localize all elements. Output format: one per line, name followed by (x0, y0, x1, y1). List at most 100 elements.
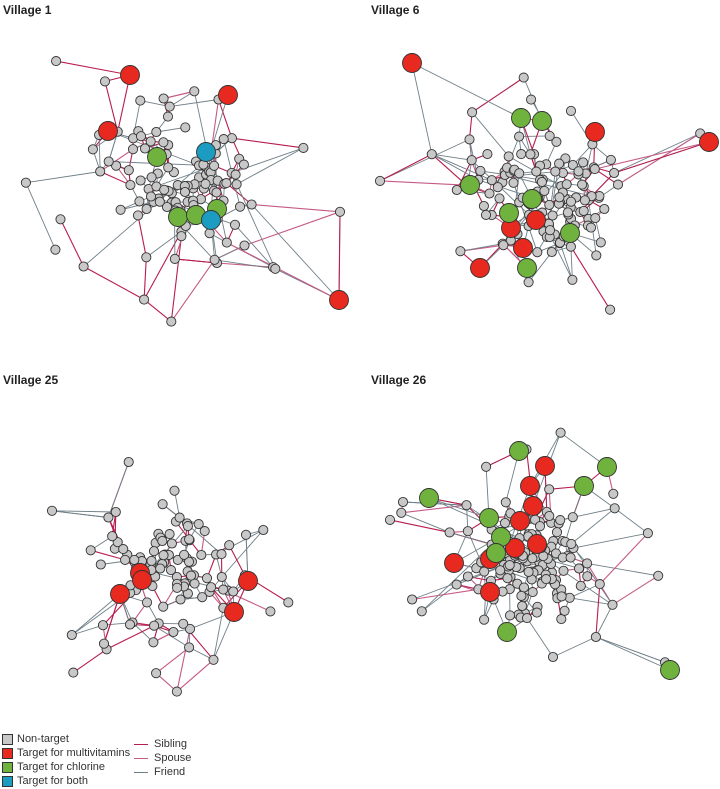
non-target-node (139, 143, 151, 154)
non-target-node (551, 136, 562, 147)
non-target-node (148, 637, 159, 648)
non-target-node (480, 209, 492, 220)
friend-edge (108, 131, 119, 162)
non-target-node (582, 571, 593, 582)
non-target-node (590, 213, 601, 224)
non-target-node (97, 620, 109, 631)
multivitamins-target-node (238, 571, 258, 591)
non-target-node (157, 535, 168, 547)
non-target-node (158, 93, 169, 104)
legend-line-spouse (134, 757, 148, 759)
non-target-node (525, 149, 536, 160)
non-target-node (110, 506, 121, 518)
legend-item-friend: Friend (134, 766, 185, 778)
multivitamins-target-node (132, 570, 152, 590)
non-target-node (531, 166, 542, 177)
non-target-node (523, 277, 534, 288)
sibling-edge (55, 60, 131, 76)
sibling-edge (143, 299, 172, 323)
non-target-node (396, 507, 407, 518)
non-target-node (518, 582, 530, 593)
friend-edge (569, 597, 613, 606)
non-target-node (229, 219, 241, 230)
non-target-node (197, 592, 208, 603)
non-target-node (85, 545, 96, 556)
non-target-node (397, 496, 409, 508)
non-target-node (178, 618, 189, 629)
non-target-node (218, 584, 229, 595)
panel-title-village-1: Village 1 (3, 3, 52, 17)
non-target-node (155, 563, 166, 574)
non-target-node (578, 157, 589, 168)
friend-edge (506, 136, 520, 168)
friend-edge (214, 245, 245, 261)
non-target-node (374, 175, 386, 186)
non-target-node (204, 228, 215, 239)
non-target-node (230, 169, 241, 180)
non-target-node (573, 166, 584, 177)
non-target-node (164, 101, 175, 112)
non-target-node (231, 179, 242, 190)
non-target-node (182, 521, 193, 532)
both-target-node (196, 142, 216, 162)
multivitamins-target-node (526, 210, 546, 230)
non-target-node (157, 499, 168, 510)
multivitamins-target-node (535, 456, 555, 476)
non-target-node (176, 231, 187, 242)
legend-item-sibling: Sibling (134, 738, 187, 750)
friend-edge (428, 497, 490, 519)
friend-edge (411, 62, 522, 119)
friend-edge (231, 172, 276, 269)
non-target-node (165, 565, 177, 576)
legend-label: Target for both (17, 775, 88, 787)
friend-edge (595, 636, 671, 671)
non-target-node (20, 177, 31, 188)
spouse-edge (211, 99, 220, 149)
non-target-node (95, 166, 106, 177)
non-target-node (162, 111, 174, 122)
legend-label: Friend (154, 766, 186, 778)
non-target-node (498, 240, 509, 251)
non-target-node (118, 544, 129, 555)
non-target-node (544, 130, 555, 141)
non-target-node (50, 244, 61, 255)
non-target-node (407, 594, 418, 605)
non-target-node (567, 274, 578, 285)
multivitamins-target-node (402, 53, 422, 73)
non-target-node (226, 133, 237, 144)
sibling-edge (72, 648, 107, 674)
spouse-edge (170, 259, 216, 322)
non-target-node (508, 177, 519, 188)
non-target-node (578, 205, 589, 216)
friend-edge (25, 171, 101, 184)
multivitamins-target-node (513, 238, 533, 258)
non-target-node (517, 600, 528, 612)
panel-title-village-6: Village 6 (371, 3, 420, 17)
sibling-edge (338, 211, 341, 301)
friend-edge (431, 153, 472, 161)
non-target-node (499, 517, 511, 529)
sibling-edge (231, 137, 304, 149)
non-target-node (590, 631, 601, 643)
multivitamins-target-node (224, 602, 244, 622)
non-target-node (216, 571, 227, 583)
multivitamins-target-node (110, 584, 130, 604)
non-target-node (125, 179, 136, 191)
sibling-edge (613, 141, 710, 174)
non-target-node (246, 199, 257, 210)
non-target-node (239, 240, 250, 251)
non-target-node (139, 294, 150, 305)
nodes-layer (20, 53, 719, 697)
sibling-edge (90, 549, 126, 561)
non-target-node (148, 546, 160, 557)
non-target-node (455, 246, 466, 257)
non-target-node (141, 252, 152, 263)
non-target-node (544, 225, 556, 236)
non-target-node (146, 172, 157, 183)
sibling-edge (143, 231, 182, 300)
friend-edge (460, 243, 503, 252)
spouse-edge (176, 628, 191, 692)
non-target-node (451, 579, 462, 590)
non-target-node (55, 214, 66, 225)
non-target-node (158, 601, 169, 612)
